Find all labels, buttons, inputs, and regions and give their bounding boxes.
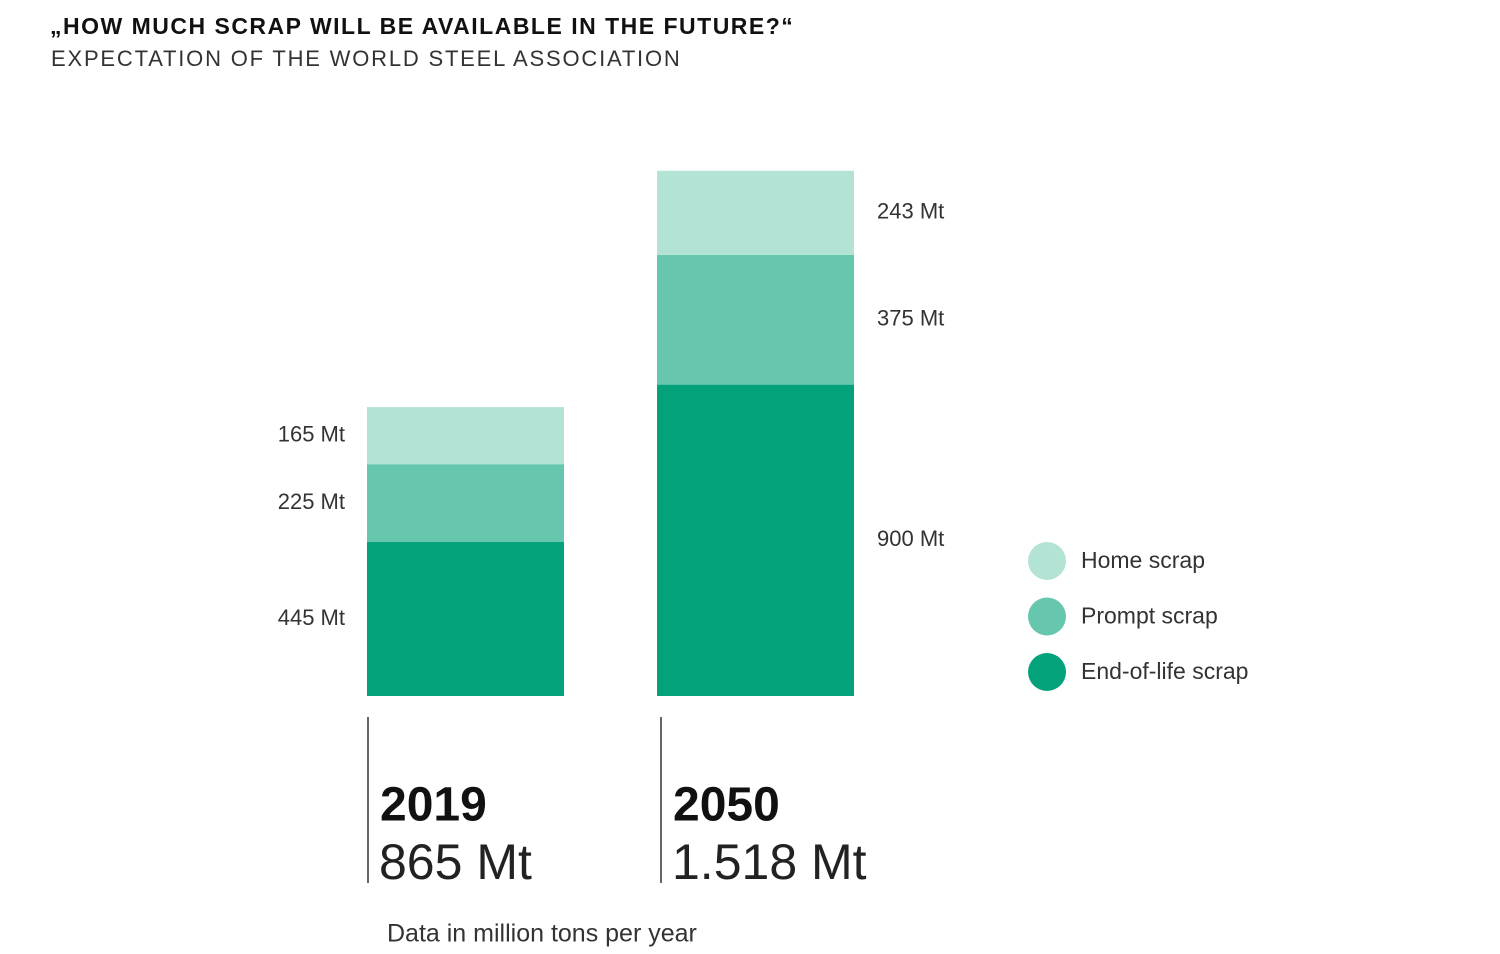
value-label: 445 Mt (278, 605, 345, 630)
chart-title: „HOW MUCH SCRAP WILL BE AVAILABLE IN THE… (50, 13, 794, 39)
value-label: 900 Mt (877, 526, 944, 551)
total-label: 1.518 Mt (672, 834, 867, 890)
value-label: 165 Mt (278, 421, 345, 446)
legend-swatch (1028, 597, 1066, 636)
legend-label: Prompt scrap (1081, 603, 1218, 629)
legend-swatch (1028, 542, 1066, 580)
bar-segment (657, 170, 854, 255)
bar-segment (657, 384, 854, 696)
legend-label: End-of-life scrap (1081, 658, 1248, 684)
bar-segment (367, 464, 564, 543)
note: Data in million tons per year (387, 920, 697, 948)
value-label: 375 Mt (877, 306, 944, 331)
bar-segment (367, 407, 564, 465)
bar-segment (657, 254, 854, 385)
value-label: 225 Mt (278, 489, 345, 514)
legend-label: Home scrap (1081, 547, 1205, 573)
category-label: 2050 (673, 779, 780, 832)
value-label: 243 Mt (877, 199, 944, 224)
chart-subtitle: EXPECTATION OF THE WORLD STEEL ASSOCIATI… (51, 46, 682, 71)
bar-segment (367, 542, 564, 696)
total-label: 865 Mt (379, 834, 532, 890)
category-label: 2019 (380, 779, 487, 832)
legend-swatch (1028, 653, 1066, 691)
